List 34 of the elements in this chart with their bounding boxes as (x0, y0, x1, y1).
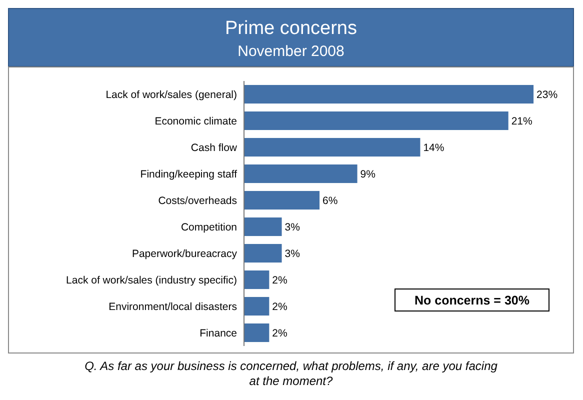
y-tick-label: Finding/keeping staff (140, 168, 238, 180)
data-label: 3% (284, 221, 300, 234)
data-label: 14% (423, 142, 444, 154)
annotation: No concerns = 30% (414, 293, 530, 308)
bar (244, 296, 270, 316)
y-tick-label: Cash flow (190, 142, 238, 154)
y-tick-label: Costs/overheads (158, 194, 237, 207)
y-tick-label: Environment/local disasters (108, 300, 237, 313)
y-tick-label: Paperwork/bureacracy (132, 248, 238, 260)
data-label: 2% (272, 274, 288, 286)
data-label: 23% (536, 88, 558, 101)
data-label: 21% (511, 115, 532, 128)
y-tick-label: Lack of work/sales (general) (106, 88, 237, 101)
data-label: 9% (360, 168, 376, 180)
text: Q. As far as your business is concerned, what problems, if any, are you facing at the moment? (84, 359, 498, 388)
bar (244, 111, 508, 130)
bar (244, 270, 270, 290)
bar (244, 138, 420, 157)
bar (244, 244, 282, 263)
chart-title: Prime concerns (225, 18, 357, 39)
chart-subtitle: November 2008 (238, 43, 344, 60)
data-label: 2% (272, 327, 288, 340)
bar (244, 84, 534, 104)
y-tick-label: Economic climate (154, 115, 238, 128)
data-label: 2% (272, 300, 288, 313)
bar (244, 164, 358, 184)
bar (244, 217, 282, 236)
y-tick-label: Finance (200, 327, 238, 340)
y-tick-label: Competition (180, 221, 238, 234)
bar (244, 323, 270, 342)
bar (244, 190, 320, 210)
data-label: 3% (284, 248, 300, 260)
y-tick-label: Lack of work/sales (industry specific) (66, 274, 237, 286)
data-label: 6% (322, 194, 338, 207)
